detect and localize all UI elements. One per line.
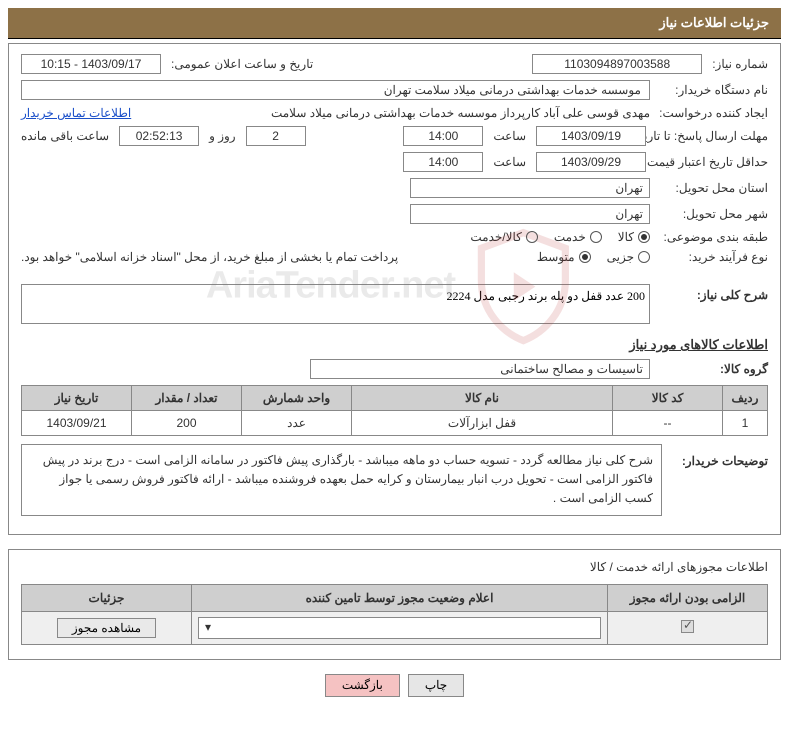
perm-th-status: اعلام وضعیت مجوز توسط تامین کننده (192, 584, 608, 611)
validity-label: حداقل تاریخ اعتبار قیمت: تا تاریخ: (656, 155, 768, 169)
radio-goods-service[interactable] (526, 231, 538, 243)
announce-value: 1403/09/17 - 10:15 (21, 54, 161, 74)
td-qty: 200 (132, 411, 242, 436)
buyer-notes-text: شرح کلی نیاز مطالعه گردد - تسویه حساب دو… (21, 444, 662, 516)
td-code: -- (613, 411, 723, 436)
requester-label: ایجاد کننده درخواست: (656, 106, 768, 120)
goods-table: ردیف کد کالا نام کالا واحد شمارش تعداد /… (21, 385, 768, 436)
buyer-contact-link[interactable]: اطلاعات تماس خریدار (21, 106, 131, 120)
radio-medium[interactable] (579, 251, 591, 263)
radio-service[interactable] (590, 231, 602, 243)
footer-buttons: چاپ بازگشت (8, 674, 781, 701)
goods-section-title: اطلاعات کالاهای مورد نیاز (21, 337, 768, 353)
header-title: جزئیات اطلاعات نیاز (8, 8, 781, 39)
th-date: تاریخ نیاز (22, 386, 132, 411)
announce-label: تاریخ و ساعت اعلان عمومی: (171, 57, 313, 71)
deadline-remaining: 02:52:13 (119, 126, 199, 146)
group-value: تاسیسات و مصالح ساختمانی (310, 359, 650, 379)
general-desc-label: شرح کلی نیاز: (656, 284, 768, 302)
validity-time: 14:00 (403, 152, 483, 172)
province-label: استان محل تحویل: (656, 181, 768, 195)
deadline-date: 1403/09/19 (536, 126, 646, 146)
deadline-remaining-suffix: ساعت باقی مانده (21, 129, 109, 143)
process-label: نوع فرآیند خرید: (656, 250, 768, 264)
province-value: تهران (410, 178, 650, 198)
permits-table: الزامی بودن ارائه مجوز اعلام وضعیت مجوز … (21, 584, 768, 645)
category-radio-group: کالا خدمت کالا/خدمت (470, 230, 650, 244)
perm-status-select[interactable] (198, 617, 601, 639)
perm-th-details: جزئیات (22, 584, 192, 611)
td-date: 1403/09/21 (22, 411, 132, 436)
td-row: 1 (723, 411, 768, 436)
back-button[interactable]: بازگشت (325, 674, 400, 697)
print-button[interactable]: چاپ (408, 674, 464, 697)
td-unit: عدد (242, 411, 352, 436)
need-number-value: 1103094897003588 (532, 54, 702, 74)
requester-text: مهدی قوسی علی آباد کارپرداز موسسه خدمات … (137, 106, 650, 120)
view-permit-button[interactable]: مشاهده مجوز (57, 618, 156, 638)
permits-panel: اطلاعات مجوزهای ارائه خدمت / کالا الزامی… (8, 549, 781, 660)
deadline-time-label: ساعت (493, 129, 526, 143)
th-qty: تعداد / مقدار (132, 386, 242, 411)
td-name: قفل ابزارآلات (352, 411, 613, 436)
process-radio-group: جزیی متوسط (537, 250, 650, 264)
perm-th-mandatory: الزامی بودن ارائه مجوز (608, 584, 768, 611)
city-value: تهران (410, 204, 650, 224)
perm-row: مشاهده مجوز (22, 611, 768, 644)
validity-time-label: ساعت (493, 155, 526, 169)
perm-mandatory-checkbox[interactable] (681, 620, 694, 633)
general-desc-text[interactable] (21, 284, 650, 324)
deadline-days-suffix: روز و (209, 129, 236, 143)
process-opt-0: جزیی (607, 250, 634, 264)
category-opt-1: خدمت (554, 230, 586, 244)
category-opt-0: کالا (618, 230, 634, 244)
city-label: شهر محل تحویل: (656, 207, 768, 221)
permits-title: اطلاعات مجوزهای ارائه خدمت / کالا (21, 560, 768, 574)
radio-goods[interactable] (638, 231, 650, 243)
th-name: نام کالا (352, 386, 613, 411)
category-label: طبقه بندی موضوعی: (656, 230, 768, 244)
deadline-label: مهلت ارسال پاسخ: تا تاریخ: (656, 129, 768, 143)
radio-minor[interactable] (638, 251, 650, 263)
process-opt-1: متوسط (537, 250, 575, 264)
main-panel: AriaTender.net شماره نیاز: 1103094897003… (8, 43, 781, 535)
buyer-label: نام دستگاه خریدار: (656, 83, 768, 97)
th-unit: واحد شمارش (242, 386, 352, 411)
deadline-days: 2 (246, 126, 306, 146)
group-label: گروه کالا: (656, 362, 768, 376)
th-row: ردیف (723, 386, 768, 411)
table-row: 1 -- قفل ابزارآلات عدد 200 1403/09/21 (22, 411, 768, 436)
need-number-label: شماره نیاز: (712, 57, 768, 71)
deadline-time: 14:00 (403, 126, 483, 146)
validity-date: 1403/09/29 (536, 152, 646, 172)
category-opt-2: کالا/خدمت (470, 230, 521, 244)
th-code: کد کالا (613, 386, 723, 411)
buyer-notes-label: توضیحات خریدار: (668, 444, 768, 468)
buyer-name: موسسه خدمات بهداشتی درمانی میلاد سلامت ت… (21, 80, 650, 100)
process-note: پرداخت تمام یا بخشی از مبلغ خرید، از محل… (21, 250, 398, 264)
